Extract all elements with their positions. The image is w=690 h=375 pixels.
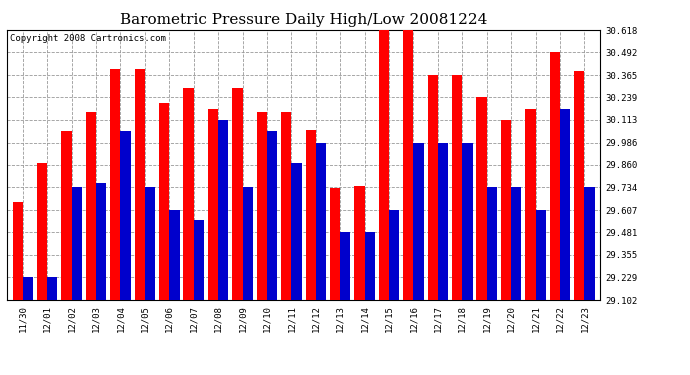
Bar	[23, 278, 33, 300]
Bar	[355, 186, 364, 300]
Bar	[501, 120, 511, 300]
Bar	[257, 112, 267, 300]
Bar	[96, 183, 106, 300]
Bar	[462, 142, 473, 300]
Bar	[12, 202, 23, 300]
Bar	[72, 188, 82, 300]
Bar	[291, 163, 302, 300]
Bar	[194, 220, 204, 300]
Bar	[511, 188, 522, 300]
Bar	[86, 112, 96, 300]
Bar	[233, 88, 243, 300]
Bar	[550, 53, 560, 300]
Text: Copyright 2008 Cartronics.com: Copyright 2008 Cartronics.com	[10, 34, 166, 43]
Bar	[584, 188, 595, 300]
Bar	[281, 112, 291, 300]
Bar	[61, 131, 72, 300]
Bar	[145, 188, 155, 300]
Bar	[47, 278, 57, 300]
Bar	[169, 210, 179, 300]
Bar	[574, 70, 584, 300]
Title: Barometric Pressure Daily High/Low 20081224: Barometric Pressure Daily High/Low 20081…	[120, 13, 487, 27]
Bar	[560, 109, 570, 300]
Bar	[243, 188, 253, 300]
Bar	[389, 210, 400, 300]
Bar	[340, 232, 351, 300]
Bar	[121, 131, 130, 300]
Bar	[267, 131, 277, 300]
Bar	[413, 142, 424, 300]
Bar	[428, 75, 438, 300]
Bar	[438, 142, 449, 300]
Bar	[403, 30, 413, 300]
Bar	[208, 109, 218, 300]
Bar	[364, 232, 375, 300]
Bar	[159, 103, 169, 300]
Bar	[316, 142, 326, 300]
Bar	[452, 75, 462, 300]
Bar	[110, 69, 121, 300]
Bar	[525, 109, 535, 300]
Bar	[330, 188, 340, 300]
Bar	[37, 163, 47, 300]
Bar	[218, 120, 228, 300]
Bar	[306, 130, 316, 300]
Bar	[477, 98, 486, 300]
Bar	[535, 210, 546, 300]
Bar	[135, 69, 145, 300]
Bar	[486, 188, 497, 300]
Bar	[184, 88, 194, 300]
Bar	[379, 30, 389, 300]
